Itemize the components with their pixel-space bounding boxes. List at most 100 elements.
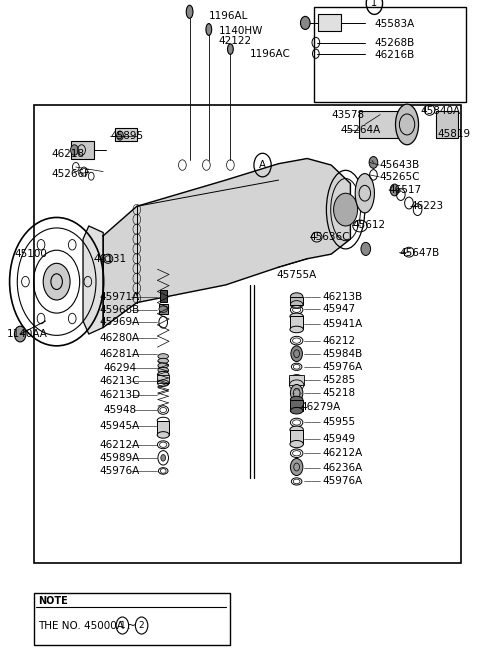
Text: 45976A: 45976A [323, 362, 363, 372]
Text: 45100: 45100 [14, 249, 47, 259]
Text: 46517: 46517 [389, 185, 422, 195]
Text: 1140HW: 1140HW [218, 26, 263, 37]
Text: 45218: 45218 [323, 388, 356, 398]
Text: 46294: 46294 [103, 363, 136, 373]
Text: 45612: 45612 [353, 220, 386, 231]
Bar [290, 430, 303, 444]
Bar [290, 400, 303, 411]
Text: 46281A: 46281A [100, 348, 140, 359]
Text: 46213C: 46213C [100, 376, 140, 386]
Circle shape [290, 458, 303, 476]
Text: THE NO. 45000A :: THE NO. 45000A : [38, 620, 134, 631]
Ellipse shape [396, 104, 419, 145]
Circle shape [117, 131, 123, 140]
Circle shape [290, 384, 303, 402]
Text: 45976A: 45976A [323, 476, 363, 487]
Text: 45265C: 45265C [379, 172, 420, 182]
Text: 45976A: 45976A [100, 466, 140, 476]
Text: 46279A: 46279A [300, 402, 340, 413]
Text: A: A [259, 160, 266, 170]
Text: 45636C: 45636C [310, 232, 350, 242]
Text: 1196AL: 1196AL [209, 11, 248, 22]
Ellipse shape [228, 44, 233, 54]
Bar [34, 593, 230, 645]
Ellipse shape [158, 367, 168, 373]
Text: 45941A: 45941A [323, 318, 363, 329]
Ellipse shape [290, 396, 303, 403]
Bar [160, 290, 167, 302]
Text: 45895: 45895 [110, 130, 144, 141]
Circle shape [291, 346, 302, 362]
Bar [159, 304, 168, 314]
Circle shape [361, 242, 371, 255]
Ellipse shape [186, 5, 193, 18]
Ellipse shape [158, 358, 168, 364]
Bar [157, 375, 169, 383]
Ellipse shape [157, 432, 169, 438]
Text: 46212A: 46212A [100, 440, 140, 450]
Text: 45285: 45285 [323, 375, 356, 385]
Ellipse shape [158, 363, 168, 368]
Text: 1: 1 [120, 621, 125, 630]
Circle shape [71, 145, 78, 155]
Text: 45947: 45947 [323, 304, 356, 314]
Ellipse shape [355, 174, 374, 213]
Text: ~: ~ [127, 620, 137, 631]
Text: 1196AC: 1196AC [250, 48, 290, 59]
Ellipse shape [158, 354, 168, 359]
Circle shape [334, 193, 358, 226]
Text: NOTE: NOTE [38, 595, 68, 606]
Circle shape [369, 157, 378, 168]
Bar [71, 141, 94, 159]
Ellipse shape [206, 24, 212, 35]
Bar [290, 297, 303, 305]
Ellipse shape [157, 371, 169, 378]
Bar [436, 111, 458, 138]
Ellipse shape [290, 407, 303, 414]
Text: 45819: 45819 [438, 129, 471, 140]
Text: 46216B: 46216B [374, 50, 415, 60]
Bar [359, 111, 398, 138]
Bar [290, 316, 303, 329]
Text: 45971A: 45971A [100, 291, 140, 302]
Text: 45955: 45955 [323, 417, 356, 428]
Text: 45989A: 45989A [100, 453, 140, 463]
Text: 46213B: 46213B [323, 291, 363, 302]
Text: 45948: 45948 [103, 405, 136, 415]
Text: 45840A: 45840A [420, 106, 460, 117]
Text: 46280A: 46280A [100, 333, 140, 343]
Text: 45984B: 45984B [323, 349, 363, 360]
Text: 46236A: 46236A [323, 462, 363, 473]
Bar [314, 7, 466, 102]
Circle shape [300, 16, 310, 29]
Text: 1140AA: 1140AA [7, 329, 48, 339]
Bar [115, 128, 137, 141]
Ellipse shape [290, 441, 303, 448]
Text: 45647B: 45647B [399, 248, 440, 258]
Polygon shape [103, 159, 350, 328]
Text: 1: 1 [372, 0, 377, 9]
Text: 45264A: 45264A [341, 124, 381, 135]
Text: 43578: 43578 [331, 109, 364, 120]
Bar [157, 421, 169, 435]
Text: 2: 2 [139, 621, 144, 630]
Text: 42122: 42122 [218, 36, 252, 47]
Circle shape [161, 455, 166, 461]
Circle shape [14, 326, 26, 342]
Polygon shape [83, 226, 103, 334]
Ellipse shape [290, 426, 303, 434]
Bar [289, 375, 304, 385]
Text: 45755A: 45755A [276, 270, 316, 280]
Text: 45643B: 45643B [379, 160, 420, 170]
Text: 46213D: 46213D [100, 390, 141, 400]
Ellipse shape [290, 326, 303, 333]
Ellipse shape [289, 375, 304, 385]
Ellipse shape [290, 313, 303, 320]
Circle shape [43, 263, 70, 300]
Circle shape [390, 184, 399, 196]
Text: 46212A: 46212A [323, 448, 363, 458]
Text: 46223: 46223 [410, 201, 444, 212]
Text: 46131: 46131 [94, 253, 127, 264]
Text: 45949: 45949 [323, 434, 356, 444]
Text: 45945A: 45945A [100, 421, 140, 431]
